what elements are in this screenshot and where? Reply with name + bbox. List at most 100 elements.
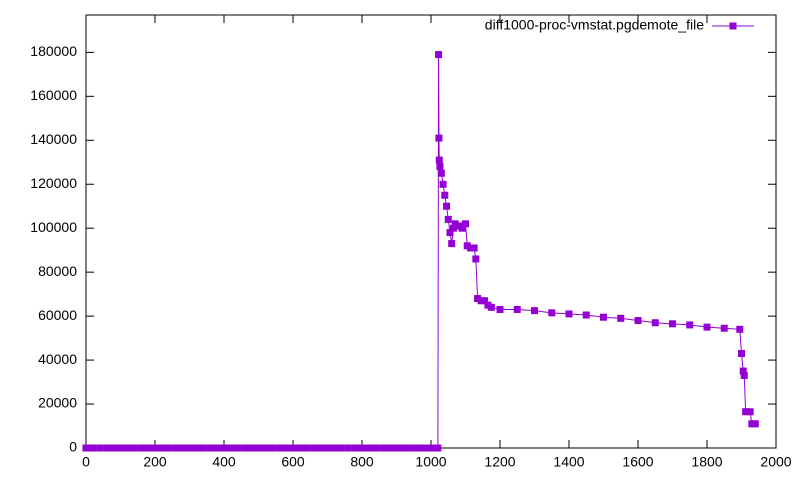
data-point <box>337 444 345 452</box>
data-point <box>686 321 694 329</box>
x-tick-label: 600 <box>281 454 305 470</box>
data-point <box>496 306 504 314</box>
data-point <box>444 215 452 223</box>
data-point <box>462 220 469 228</box>
y-tick-label: 140000 <box>30 131 77 147</box>
data-point <box>303 444 311 452</box>
data-point <box>435 156 443 164</box>
data-point <box>386 444 394 452</box>
data-point <box>669 320 676 328</box>
data-point <box>441 191 449 199</box>
data-point <box>268 444 276 452</box>
data-point <box>736 325 744 333</box>
data-point <box>703 323 711 331</box>
data-point <box>227 444 235 452</box>
data-point <box>742 408 750 416</box>
data-point <box>379 444 387 452</box>
x-tick-label: 1800 <box>691 454 722 470</box>
x-tick-label: 1200 <box>484 454 515 470</box>
data-point <box>330 444 338 452</box>
data-point <box>317 444 325 452</box>
data-point <box>296 444 304 452</box>
data-point <box>199 444 207 452</box>
data-point <box>151 444 159 452</box>
plot-border <box>85 14 777 449</box>
y-tick-label: 0 <box>69 439 77 455</box>
y-tick-label: 100000 <box>30 219 77 235</box>
x-tick-label: 200 <box>143 454 167 470</box>
data-point <box>220 444 228 452</box>
data-point <box>480 297 488 305</box>
data-point <box>582 311 590 319</box>
data-point <box>213 444 221 452</box>
data-point <box>437 169 445 177</box>
data-point <box>89 444 97 452</box>
data-point <box>413 444 421 452</box>
data-point <box>446 229 454 237</box>
data-point <box>448 240 456 248</box>
data-point <box>172 444 180 452</box>
data-point <box>739 367 747 375</box>
x-tick-label: 800 <box>350 454 374 470</box>
data-point <box>548 309 556 317</box>
data-point <box>399 444 407 452</box>
data-point <box>393 444 400 452</box>
data-point <box>310 444 318 452</box>
data-point <box>351 444 359 452</box>
data-point <box>144 444 152 452</box>
data-point <box>261 444 269 452</box>
y-tick-label: 120000 <box>30 175 77 191</box>
data-point <box>565 310 573 318</box>
y-tick-label: 20000 <box>38 395 77 411</box>
data-point <box>436 163 444 171</box>
data-point <box>192 444 200 452</box>
data-point <box>439 180 447 188</box>
data-point <box>324 444 331 452</box>
data-point <box>110 444 118 452</box>
data-point <box>435 134 443 142</box>
data-point <box>344 444 352 452</box>
data-point <box>282 444 290 452</box>
data-point <box>427 444 435 452</box>
data-point <box>513 306 521 314</box>
data-point <box>123 444 131 452</box>
data-point <box>206 444 214 452</box>
data-point <box>449 224 457 232</box>
x-tick-label: 1400 <box>553 454 584 470</box>
x-tick-label: 2000 <box>760 454 791 470</box>
data-point <box>241 444 249 452</box>
data-point <box>234 444 242 452</box>
data-point <box>82 444 90 452</box>
data-point <box>372 444 380 452</box>
data-point <box>472 255 480 263</box>
data-point <box>289 444 297 452</box>
data-point <box>165 444 173 452</box>
legend-marker <box>729 22 737 30</box>
data-point <box>458 224 466 232</box>
y-tick-label: 80000 <box>38 263 77 279</box>
data-point <box>179 444 187 452</box>
y-tick-label: 40000 <box>38 351 77 367</box>
data-point <box>137 444 145 452</box>
data-point <box>158 444 166 452</box>
data-point <box>651 319 659 327</box>
data-point <box>117 444 124 452</box>
data-point <box>751 420 759 428</box>
y-tick-label: 160000 <box>30 87 77 103</box>
data-point <box>487 303 495 311</box>
data-point <box>443 202 451 210</box>
data-point <box>420 444 428 452</box>
data-point <box>275 444 283 452</box>
data-point <box>130 444 138 452</box>
data-point <box>531 307 538 315</box>
data-line <box>86 54 756 449</box>
y-tick-label: 60000 <box>38 307 77 323</box>
data-point <box>365 444 373 452</box>
data-point <box>248 444 256 452</box>
data-point <box>358 444 366 452</box>
x-tick-label: 400 <box>212 454 236 470</box>
data-point <box>434 444 442 452</box>
x-tick-label: 0 <box>82 454 90 470</box>
data-point <box>634 317 642 325</box>
